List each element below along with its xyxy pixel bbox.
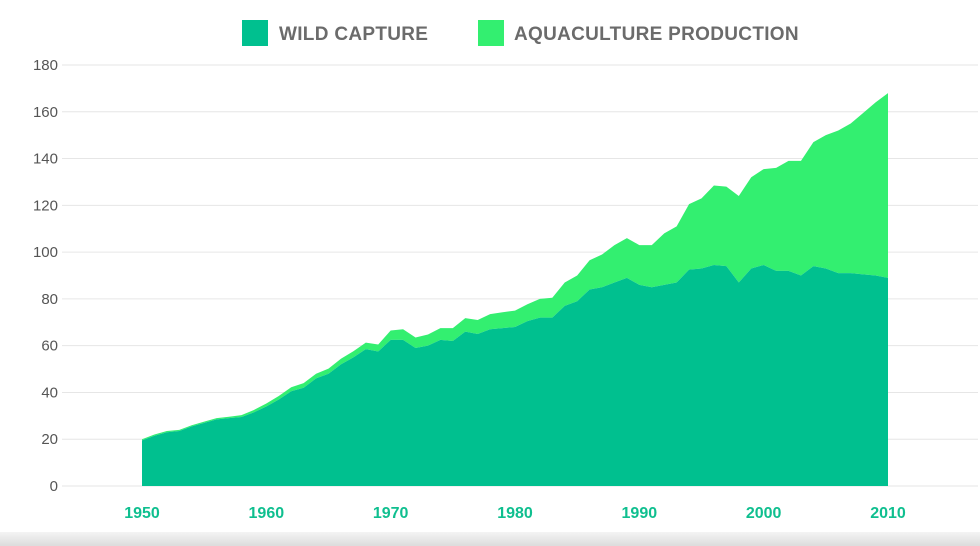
y-tick-label: 120: [33, 197, 58, 214]
y-tick-label: 180: [33, 57, 58, 74]
x-tick-label: 1960: [249, 505, 285, 522]
x-tick-label: 1990: [622, 505, 658, 522]
x-axis-ticks: 1950 1960 1970 1980 1990 2000 2010: [124, 505, 906, 522]
video-bottom-bar: [0, 532, 980, 546]
y-tick-label: 100: [33, 244, 58, 261]
y-tick-label: 60: [41, 338, 58, 355]
legend-label-aquaculture: AQUACULTURE PRODUCTION: [514, 24, 799, 45]
x-tick-label: 2000: [746, 505, 782, 522]
x-tick-label: 1970: [373, 505, 409, 522]
y-tick-label: 140: [33, 151, 58, 168]
area-wild-capture: [142, 264, 888, 486]
legend-label-wild-capture: WILD CAPTURE: [279, 24, 428, 45]
legend: WILD CAPTURE AQUACULTURE PRODUCTION: [242, 20, 799, 46]
legend-swatch-aquaculture: [478, 20, 504, 46]
legend-swatch-wild-capture: [242, 20, 268, 46]
x-tick-label: 2010: [870, 505, 906, 522]
y-axis-ticks: 0 20 40 60 80 100 120 140 160 180: [33, 57, 58, 495]
y-tick-label: 160: [33, 104, 58, 121]
y-tick-label: 40: [41, 384, 58, 401]
y-tick-label: 80: [41, 291, 58, 308]
y-tick-label: 0: [50, 478, 58, 495]
area-aquaculture-production: [142, 93, 888, 441]
x-tick-label: 1980: [497, 505, 533, 522]
x-tick-label: 1950: [124, 505, 160, 522]
stacked-areas: [142, 93, 888, 486]
y-tick-label: 20: [41, 431, 58, 448]
